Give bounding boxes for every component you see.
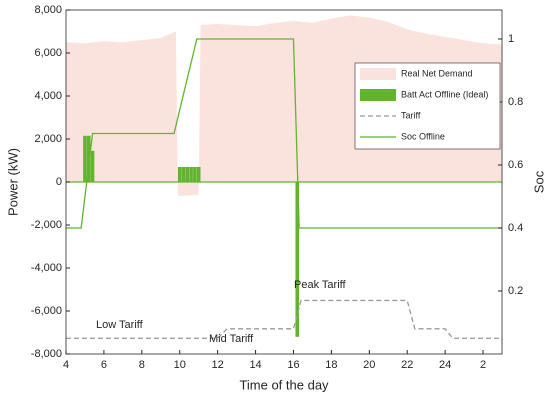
bar [185, 166, 190, 182]
y2-axis-label: Soc [531, 170, 546, 193]
annotation: Peak Tariff [294, 279, 347, 291]
bar [83, 135, 87, 182]
x-axis-label: Time of the day [239, 377, 329, 392]
y-tick-label: -8,000 [31, 348, 62, 360]
legend-label: Real Net Demand [401, 68, 473, 78]
annotation: Low Tariff [96, 319, 144, 331]
tariff-line [66, 299, 502, 339]
y-tick-label: 4,000 [34, 90, 62, 102]
x-tick-label: 16 [287, 359, 299, 371]
x-tick-label: 8 [139, 359, 145, 371]
x-tick-label: 24 [439, 359, 451, 371]
legend-swatch [360, 68, 396, 80]
y-tick-label: -4,000 [31, 262, 62, 274]
bar [90, 150, 95, 182]
legend-swatch [360, 89, 396, 101]
y-tick-label: -6,000 [31, 305, 62, 317]
bar [189, 166, 193, 182]
x-tick-label: 2 [480, 359, 486, 371]
y2-tick-label: 0.6 [508, 159, 523, 171]
x-tick-label: 14 [249, 359, 261, 371]
y-tick-label: 6,000 [34, 47, 62, 59]
y2-tick-label: 0.4 [508, 222, 523, 234]
y2-tick-label: 0.2 [508, 285, 523, 297]
bar [193, 166, 197, 182]
bar [86, 135, 91, 182]
soc-line [66, 38, 502, 229]
bar [196, 166, 201, 182]
legend-label: Batt Act Offline (Ideal) [401, 89, 488, 99]
x-tick-label: 20 [363, 359, 375, 371]
y-tick-label: 0 [56, 176, 62, 188]
x-tick-label: 10 [174, 359, 186, 371]
bar [295, 182, 300, 337]
legend-label: Tariff [401, 110, 421, 120]
y-axis-label: Power (kW) [5, 148, 20, 216]
x-tick-label: 6 [101, 359, 107, 371]
x-tick-label: 18 [325, 359, 337, 371]
y-tick-label: -2,000 [31, 219, 62, 231]
net-demand-area [66, 15, 502, 196]
x-tick-label: 12 [212, 359, 224, 371]
y-tick-label: 8,000 [34, 4, 62, 16]
bar [181, 166, 186, 182]
bar [177, 166, 182, 182]
y2-tick-label: 0.8 [508, 96, 523, 108]
y2-tick-label: 1 [508, 33, 514, 45]
x-tick-label: 4 [63, 359, 69, 371]
x-tick-label: 22 [401, 359, 413, 371]
legend-label: Soc Offline [401, 131, 445, 141]
y-tick-label: 2,000 [34, 133, 62, 145]
annotation: Mid Tariff [209, 333, 254, 345]
